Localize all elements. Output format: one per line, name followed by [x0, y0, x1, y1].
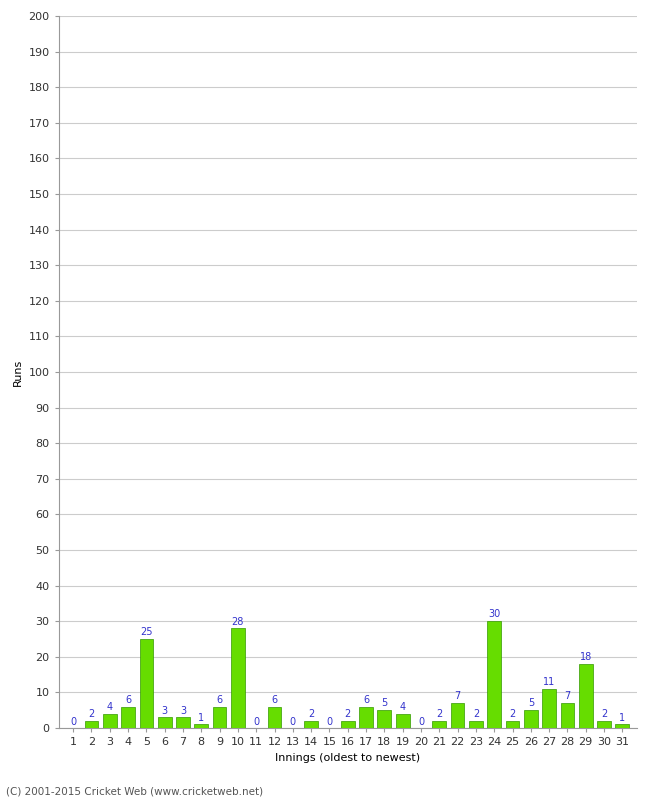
Bar: [579, 664, 593, 728]
Bar: [359, 706, 373, 728]
Text: 0: 0: [326, 717, 333, 726]
Text: (C) 2001-2015 Cricket Web (www.cricketweb.net): (C) 2001-2015 Cricket Web (www.cricketwe…: [6, 786, 264, 796]
Bar: [488, 622, 501, 728]
Text: 28: 28: [231, 617, 244, 626]
Bar: [84, 721, 98, 728]
Bar: [341, 721, 355, 728]
Text: 4: 4: [107, 702, 113, 712]
Text: 2: 2: [344, 709, 351, 719]
Text: 25: 25: [140, 627, 153, 638]
X-axis label: Innings (oldest to newest): Innings (oldest to newest): [275, 753, 421, 762]
Bar: [524, 710, 538, 728]
Text: 7: 7: [564, 691, 571, 702]
Bar: [176, 718, 190, 728]
Bar: [140, 639, 153, 728]
Text: 1: 1: [198, 713, 204, 722]
Text: 30: 30: [488, 610, 500, 619]
Bar: [396, 714, 410, 728]
Text: 2: 2: [308, 709, 314, 719]
Bar: [560, 703, 575, 728]
Text: 5: 5: [382, 698, 387, 709]
Text: 3: 3: [162, 706, 168, 715]
Text: 2: 2: [436, 709, 443, 719]
Text: 0: 0: [290, 717, 296, 726]
Bar: [432, 721, 446, 728]
Text: 6: 6: [272, 695, 278, 705]
Text: 7: 7: [454, 691, 461, 702]
Text: 2: 2: [88, 709, 95, 719]
Text: 3: 3: [180, 706, 186, 715]
Text: 2: 2: [473, 709, 479, 719]
Bar: [158, 718, 172, 728]
Text: 4: 4: [400, 702, 406, 712]
Bar: [194, 725, 208, 728]
Bar: [469, 721, 483, 728]
Text: 0: 0: [253, 717, 259, 726]
Y-axis label: Runs: Runs: [13, 358, 23, 386]
Bar: [304, 721, 318, 728]
Text: 6: 6: [125, 695, 131, 705]
Text: 1: 1: [619, 713, 625, 722]
Text: 2: 2: [601, 709, 607, 719]
Text: 0: 0: [70, 717, 76, 726]
Bar: [231, 628, 245, 728]
Bar: [213, 706, 226, 728]
Bar: [542, 689, 556, 728]
Bar: [616, 725, 629, 728]
Text: 18: 18: [580, 652, 592, 662]
Bar: [103, 714, 116, 728]
Bar: [506, 721, 519, 728]
Text: 5: 5: [528, 698, 534, 709]
Text: 6: 6: [216, 695, 223, 705]
Text: 6: 6: [363, 695, 369, 705]
Text: 2: 2: [510, 709, 515, 719]
Text: 11: 11: [543, 677, 555, 687]
Text: 0: 0: [418, 717, 424, 726]
Bar: [268, 706, 281, 728]
Bar: [450, 703, 465, 728]
Bar: [378, 710, 391, 728]
Bar: [121, 706, 135, 728]
Bar: [597, 721, 611, 728]
